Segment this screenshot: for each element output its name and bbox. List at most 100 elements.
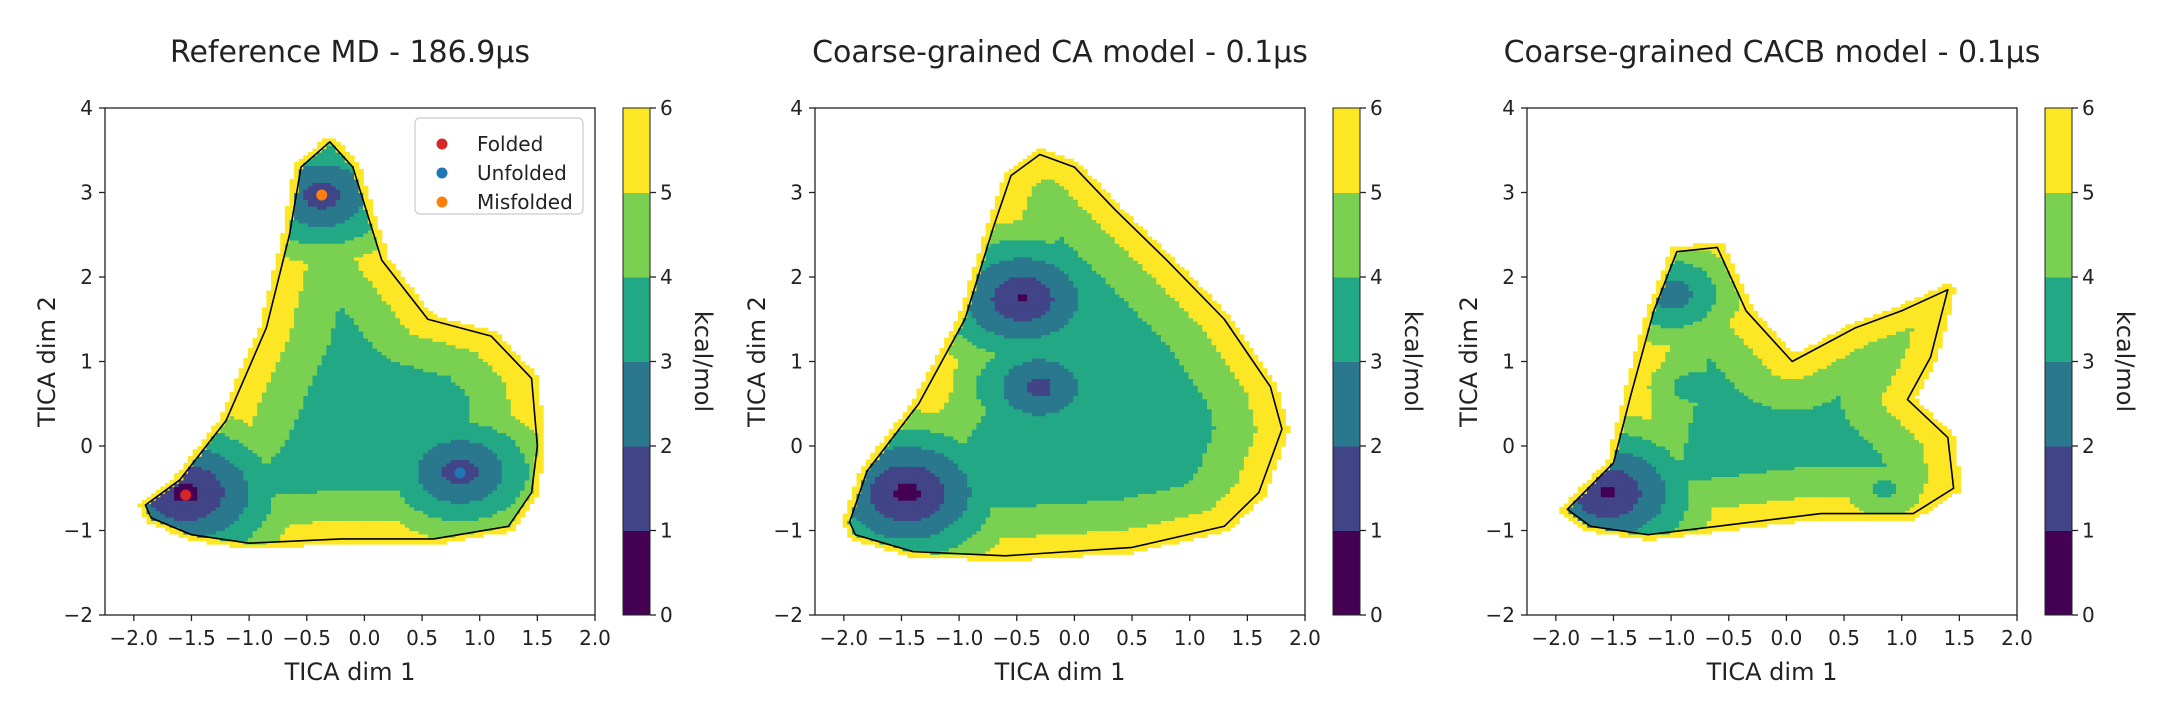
y-tick-label: −2 (1486, 603, 1515, 627)
y-axis-label: TICA dim 2 (33, 296, 61, 428)
colorbar-tick-label: 5 (2082, 181, 2095, 205)
support-outline (144, 141, 539, 544)
colorbar-tick-label: 1 (660, 519, 673, 543)
x-tick-label: 1.5 (1231, 626, 1263, 650)
legend-marker (436, 167, 448, 179)
x-tick-label: 1.5 (1943, 626, 1975, 650)
legend-marker (436, 196, 448, 208)
panel-2: −2.0 −1.5 −1.0 −0.5 0.0 0.5 1.0 1.5 2.0 −2 −1 0 1 2 3 4… (743, 35, 1427, 686)
colorbar-segment (2045, 530, 2072, 616)
x-tick-label: 1.0 (464, 626, 496, 650)
y-tick-label: 3 (790, 181, 803, 205)
colorbar-label: kcal/mol (1399, 311, 1427, 412)
colorbar-tick-label: 1 (2082, 519, 2095, 543)
y-axis-label: TICA dim 2 (1455, 296, 1483, 428)
colorbar-segment (2045, 192, 2072, 278)
free-energy-surface (137, 138, 544, 548)
colorbar-segment (1333, 277, 1360, 362)
colorbar-segment (623, 108, 650, 193)
y-tick-label: −2 (64, 603, 93, 627)
colorbar-tick-label: 4 (2082, 265, 2095, 289)
y-tick-label: 3 (80, 181, 93, 205)
colorbar-tick-label: 0 (2082, 603, 2095, 627)
y-tick-label: −1 (774, 519, 803, 543)
colorbar-tick-label: 2 (660, 434, 673, 458)
legend-label: Unfolded (477, 161, 567, 185)
colorbar-tick-label: 3 (1370, 350, 1383, 374)
y-tick-label: 4 (790, 96, 803, 120)
colorbar-segment (623, 530, 650, 616)
colorbar-tick-label: 0 (660, 603, 673, 627)
x-tick-label: −0.5 (282, 626, 331, 650)
panel-title: Coarse-grained CACB model - 0.1µs (1504, 35, 2041, 70)
x-axis-label: TICA dim 1 (284, 658, 416, 686)
colorbar-tick-label: 4 (660, 265, 673, 289)
x-tick-label: −0.5 (992, 626, 1041, 650)
y-tick-label: 4 (80, 96, 93, 120)
colorbar-label: kcal/mol (689, 311, 717, 412)
colorbar-segment (1333, 446, 1360, 531)
panel-3: −2.0 −1.5 −1.0 −0.5 0.0 0.5 1.0 1.5 2.0 −2 −1 0 1 2 3 4… (1455, 35, 2139, 686)
x-tick-label: −2.0 (820, 626, 869, 650)
colorbar-segment (1333, 192, 1360, 278)
y-tick-label: 2 (790, 265, 803, 289)
x-axis-label: TICA dim 1 (994, 658, 1126, 686)
colorbar-tick-label: 6 (2082, 96, 2095, 120)
state-marker-folded (180, 489, 192, 501)
y-tick-label: −2 (774, 603, 803, 627)
y-tick-label: 2 (1502, 265, 1515, 289)
free-energy-surface (842, 148, 1291, 562)
colorbar-segment (1333, 530, 1360, 616)
x-tick-label: −2.0 (1532, 626, 1581, 650)
legend-label: Misfolded (477, 190, 573, 214)
legend (414, 117, 584, 215)
colorbar-tick-label: 4 (1370, 265, 1383, 289)
x-tick-label: −1.0 (935, 626, 984, 650)
colorbar-tick-label: 0 (1370, 603, 1383, 627)
x-tick-label: −0.5 (1704, 626, 1753, 650)
colorbar-tick-label: 5 (660, 181, 673, 205)
colorbar-tick-label: 5 (1370, 181, 1383, 205)
panel-title: Reference MD - 186.9µs (170, 35, 530, 70)
state-marker-unfolded (454, 467, 466, 479)
colorbar-segment (2045, 446, 2072, 531)
y-tick-label: 0 (1502, 434, 1515, 458)
colorbar-segment (623, 446, 650, 531)
panel-1: −2.0 −1.5 −1.0 −0.5 0.0 0.5 1.0 1.5 2.0 −2 −1 0 1 2 3 4… (33, 35, 717, 686)
y-tick-label: 1 (80, 350, 93, 374)
colorbar-tick-label: 6 (660, 96, 673, 120)
colorbar-segment (623, 192, 650, 278)
colorbar-segment (623, 277, 650, 362)
x-tick-label: 0.0 (1771, 626, 1803, 650)
y-tick-label: 0 (790, 434, 803, 458)
legend-marker (436, 138, 448, 150)
x-tick-label: 2.0 (1289, 626, 1321, 650)
x-tick-label: 0.5 (1828, 626, 1860, 650)
y-tick-label: 1 (1502, 350, 1515, 374)
y-tick-label: −1 (64, 519, 93, 543)
colorbar-segment (2045, 108, 2072, 193)
support-outline (848, 153, 1283, 557)
x-tick-label: 1.0 (1174, 626, 1206, 650)
x-tick-label: −1.5 (167, 626, 216, 650)
x-tick-label: 2.0 (579, 626, 611, 650)
y-axis-label: TICA dim 2 (743, 296, 771, 428)
x-tick-label: −1.0 (225, 626, 274, 650)
x-tick-label: 0.0 (1059, 626, 1091, 650)
colorbar-segment (1333, 108, 1360, 193)
colorbar-tick-label: 3 (660, 350, 673, 374)
free-energy-surface (1559, 243, 1962, 542)
x-axis-label: TICA dim 1 (1706, 658, 1838, 686)
colorbar-segment (2045, 277, 2072, 362)
x-tick-label: 1.5 (521, 626, 553, 650)
y-tick-label: −1 (1486, 519, 1515, 543)
x-tick-label: −1.5 (877, 626, 926, 650)
colorbar-tick-label: 2 (2082, 434, 2095, 458)
colorbar-tick-label: 6 (1370, 96, 1383, 120)
y-tick-label: 2 (80, 265, 93, 289)
x-tick-label: −1.5 (1589, 626, 1638, 650)
y-tick-label: 3 (1502, 181, 1515, 205)
x-tick-label: 0.0 (349, 626, 381, 650)
colorbar-tick-label: 2 (1370, 434, 1383, 458)
x-tick-label: 2.0 (2001, 626, 2033, 650)
